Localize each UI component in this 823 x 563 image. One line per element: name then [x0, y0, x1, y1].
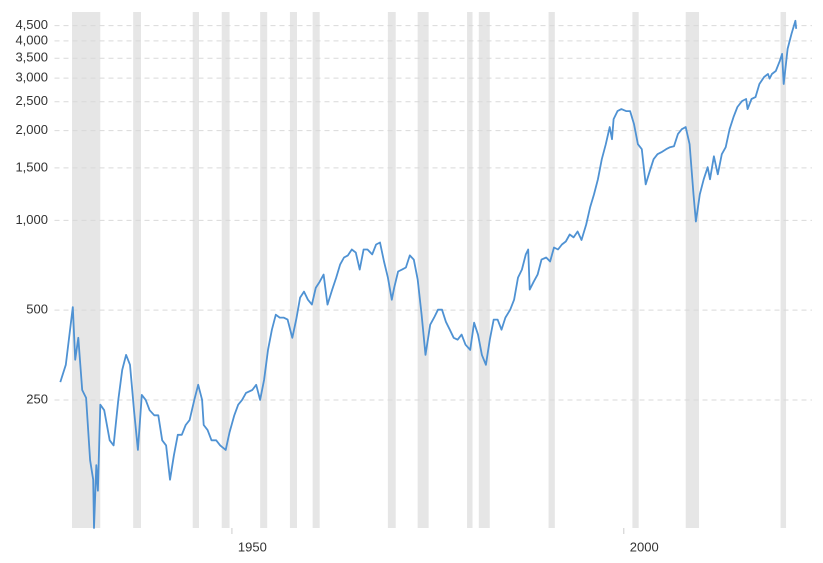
shaded-range — [632, 12, 639, 528]
y-tick-label: 2,500 — [15, 93, 48, 108]
y-tick-label: 2,000 — [15, 122, 48, 137]
y-tick-label: 4,500 — [15, 17, 48, 32]
y-tick-label: 3,500 — [15, 50, 48, 65]
shaded-range — [260, 12, 268, 528]
y-tick-label: 4,000 — [15, 32, 48, 47]
shaded-range — [289, 12, 297, 528]
shaded-range — [467, 12, 473, 528]
shaded-range — [221, 12, 230, 528]
y-tick-label: 250 — [26, 391, 48, 406]
shaded-range — [780, 12, 787, 528]
shaded-range — [133, 12, 142, 528]
shaded-range — [685, 12, 700, 528]
shaded-range — [387, 12, 396, 528]
shaded-range — [478, 12, 490, 528]
shaded-range — [312, 12, 320, 528]
data-line — [59, 19, 798, 529]
shaded-range — [417, 12, 429, 528]
shaded-range — [548, 12, 555, 528]
x-tick-label: 1950 — [238, 539, 267, 554]
y-tick-label: 500 — [26, 302, 48, 317]
x-tick-label: 2000 — [630, 539, 659, 554]
y-tick-label: 3,000 — [15, 70, 48, 85]
shaded-range — [192, 12, 200, 528]
shaded-range — [72, 12, 101, 528]
y-tick-label: 1,500 — [15, 159, 48, 174]
y-tick-label: 1,000 — [15, 212, 48, 227]
